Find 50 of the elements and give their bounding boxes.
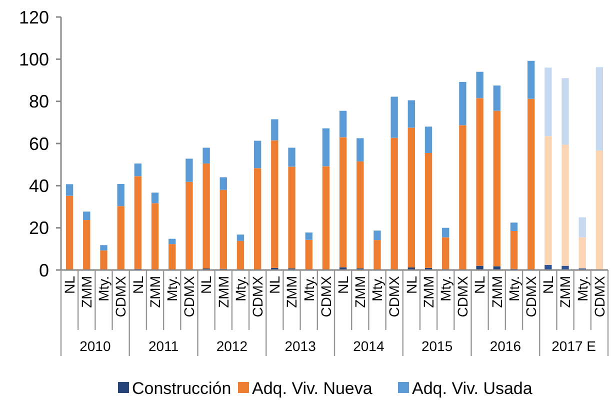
x-tick-label: Mty. (506, 276, 522, 302)
x-tick-label: CDMX (591, 275, 608, 318)
x-tick-label: ZMM (352, 276, 368, 308)
y-tick-label: 120 (18, 7, 49, 28)
y-tick-label: 20 (28, 218, 49, 238)
x-tick-label: NL (198, 276, 214, 294)
text: 2012 (216, 338, 248, 354)
y-tick-label: 0 (38, 260, 49, 280)
text: 2014 (353, 338, 384, 354)
legend-label: Construcción (132, 378, 232, 398)
text: 2013 (284, 338, 316, 354)
x-tick-label: ZMM (557, 276, 574, 308)
x-tick-label: NL (540, 276, 556, 294)
legend-label: Adq. Viv. Nueva (252, 378, 373, 398)
x-tick-label: ZMM (420, 276, 436, 308)
x-tick-label: CDMX (318, 275, 334, 318)
x-tick-label: CDMX (454, 275, 471, 318)
x-tick-label: Mty. (164, 276, 180, 302)
x-tick-label: ZMM (488, 276, 505, 308)
x-tick-label: CDMX (181, 275, 198, 318)
x-tick-label: NL (403, 276, 420, 294)
x-tick-label: Mty. (438, 276, 454, 302)
x-tick-label: ZMM (78, 276, 95, 308)
x-tick-label: NL (61, 276, 78, 294)
text: 2015 (421, 338, 453, 354)
x-tick-label: Mty. (369, 276, 386, 302)
x-tick-label: Mty. (96, 276, 112, 302)
x-tick-label: Mty. (232, 276, 248, 302)
text: 2016 (490, 338, 522, 354)
text: 2010 (80, 338, 111, 354)
x-tick-label: ZMM (146, 276, 163, 308)
y-tick-label: 40 (28, 176, 49, 196)
x-tick-label: CDMX (386, 275, 402, 318)
text: 2017 E (552, 338, 596, 354)
y-tick-label: 80 (28, 92, 49, 112)
x-tick-label: NL (266, 276, 283, 294)
x-tick-label: NL (334, 276, 351, 294)
x-tick-label: ZMM (284, 276, 300, 308)
y-tick-label: 60 (28, 134, 49, 154)
x-tick-label: Mty. (574, 276, 590, 302)
x-tick-label: CDMX (112, 275, 129, 318)
text: 2011 (148, 338, 179, 354)
x-tick-label: NL (130, 276, 146, 294)
legend-label: Adq. Viv. Usada (412, 378, 533, 398)
x-tick-label: Mty. (300, 276, 317, 302)
y-tick-label: 100 (18, 49, 49, 70)
x-tick-label: CDMX (522, 275, 539, 318)
x-tick-label: ZMM (215, 276, 232, 308)
x-tick-label: CDMX (249, 275, 266, 318)
x-tick-label: NL (472, 276, 488, 294)
